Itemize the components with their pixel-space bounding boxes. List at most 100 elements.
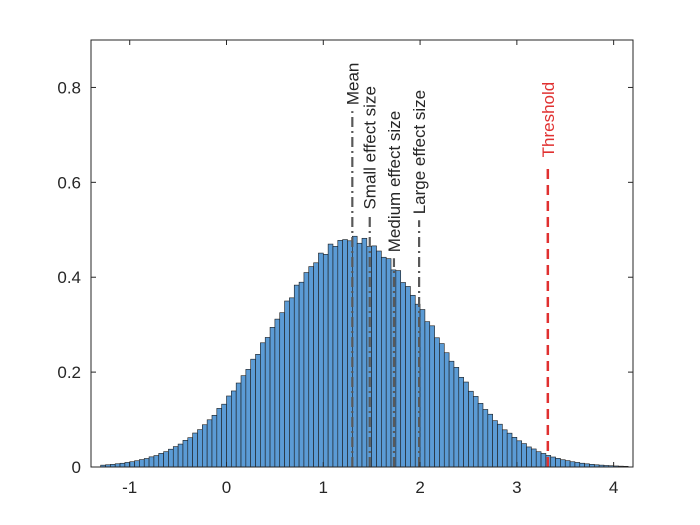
histogram-bar [119,462,126,468]
y-tick-label: 0.2 [57,363,81,382]
histogram-bar [143,458,150,468]
histogram-bar [240,375,247,468]
histogram-bar [448,360,455,468]
histogram-bar [264,337,271,468]
histogram-bar [342,239,348,468]
histogram-bar [211,414,218,468]
histogram-bar [371,245,377,468]
histogram-bar [376,250,382,468]
histogram-bar [313,262,319,468]
medium-effect-label: Medium effect size [385,111,404,252]
histogram-bar [555,458,561,468]
histogram-bar [458,376,464,468]
histogram-bar [521,443,527,468]
histogram-bar [124,462,131,468]
histogram-bar [506,432,513,468]
histogram-bar [526,446,532,468]
histogram-bar [381,256,387,468]
histogram-bar [347,240,353,468]
histogram-bar [308,266,314,468]
histogram-bar [385,258,392,468]
histogram-bar [579,462,585,468]
histogram-bar [289,297,295,468]
histogram-bar [172,446,179,468]
axis-ticks: -1 0 1 2 3 4 0 0.2 0.4 0.6 0.8 [57,40,633,497]
histogram-bar [279,312,285,468]
histogram-bar [129,461,135,468]
histogram-bar [322,254,329,468]
histogram-bar [260,342,266,468]
histogram-bar [303,272,310,468]
histogram-bar [531,448,537,468]
histogram-bar [511,437,518,468]
y-tick-label: 0.6 [57,173,81,192]
histogram-bar [158,453,164,468]
mean-label: Mean [343,63,362,106]
large-effect-label: Large effect size [410,90,429,214]
histogram-bar [502,429,508,468]
histogram-bar [443,352,450,468]
histogram-bar [516,440,522,468]
histogram-bar [231,390,237,468]
y-tick-label: 0 [72,458,81,477]
histogram-bar [337,240,343,468]
histogram-bar [482,409,489,468]
histogram-bar [361,237,368,468]
histogram-bar [269,327,276,468]
histogram-bar [535,451,542,468]
histogram-bar [560,459,566,468]
histogram-bar [255,354,261,468]
histogram-bar [569,461,576,468]
histogram-bar [410,294,416,468]
histogram-bar [197,429,203,468]
histogram-bar [293,284,300,468]
x-tick-label: 1 [319,478,328,497]
histogram-bar [327,243,334,468]
x-tick-label: -1 [122,478,137,497]
histogram-bar [134,460,140,468]
histogram-bar [182,440,189,468]
histogram-bar [477,403,484,468]
histogram-bar [192,432,198,468]
histogram-bar [318,252,324,468]
histogram-bar [463,381,469,468]
y-tick-label: 0.8 [57,78,81,97]
histogram-bar [153,455,160,468]
histogram-bar [453,367,460,468]
histogram-bar [177,443,184,468]
histogram-bar [250,358,256,468]
histogram-bar [395,270,402,468]
histogram-bar [419,309,426,468]
y-tick-label: 0.4 [57,268,81,287]
histogram-bar [274,318,281,468]
histogram-bars [100,235,629,468]
histogram-bar [298,281,305,468]
histogram-bar [574,462,581,468]
histogram-bar [356,242,363,468]
histogram-bar [550,456,556,468]
histogram-bar [497,423,503,468]
histogram-bar [468,390,474,468]
histogram-bar [245,369,251,468]
histogram-bar [492,420,498,468]
histogram-bar [148,456,155,468]
histogram-bar [226,395,232,468]
x-tick-label: 2 [415,478,424,497]
x-tick-label: 4 [609,478,618,497]
axes-box [90,39,634,468]
histogram-bar [206,419,213,468]
histogram-bar [221,403,227,468]
histogram-bar [473,396,479,468]
small-effect-label: Small effect size [361,86,380,209]
x-tick-label: 3 [512,478,521,497]
histogram-bar [284,300,290,468]
histogram-bar [216,408,222,468]
histogram-bar [163,451,169,468]
histogram-bar [429,325,435,468]
histogram-bar [187,437,193,468]
histogram-bar [487,413,493,468]
histogram-bar [332,246,339,468]
histogram-bar [434,337,440,468]
histogram-bar [405,286,411,468]
